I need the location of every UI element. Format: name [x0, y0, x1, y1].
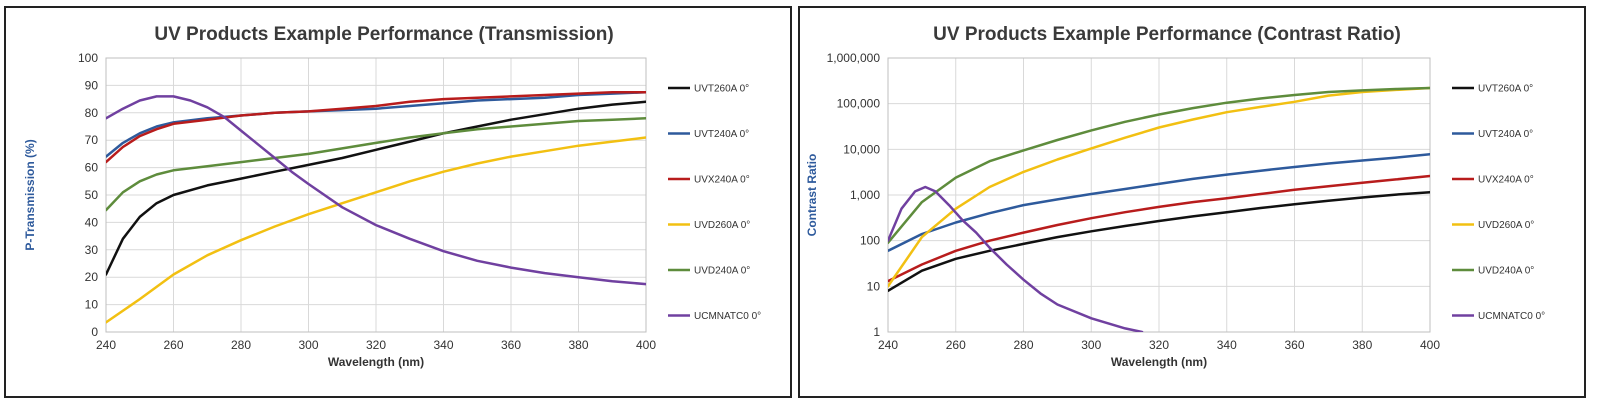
- x-tick-label: 380: [568, 338, 588, 352]
- transmission-chart: UV Products Example Performance (Transmi…: [23, 24, 761, 369]
- y-tick-label: 80: [85, 106, 99, 120]
- y-axis-title: Contrast Ratio: [805, 154, 819, 237]
- x-tick-label: 240: [878, 338, 898, 352]
- x-tick-label: 340: [1217, 338, 1237, 352]
- legend-entry: UVT260A 0°: [1478, 84, 1533, 95]
- legend-entry: UVD240A 0°: [694, 266, 750, 277]
- plot-area: [887, 57, 1431, 333]
- y-tick-label: 30: [85, 243, 99, 257]
- legend-entry: UVD260A 0°: [694, 220, 750, 231]
- x-tick-label: 320: [1149, 338, 1169, 352]
- y-tick-label: 10,000: [843, 142, 880, 156]
- legend-entry: UVT260A 0°: [694, 84, 749, 95]
- y-tick-label: 40: [85, 215, 99, 229]
- x-tick-label: 260: [163, 338, 183, 352]
- series-line-2: [106, 91, 646, 158]
- legend-entry: UCMNATC0 0°: [1478, 311, 1545, 322]
- series-line-6: [888, 185, 1144, 332]
- x-tick-label: 320: [366, 338, 386, 352]
- legend-entry: UCMNATC0 0°: [694, 311, 761, 322]
- y-tick-label: 70: [85, 133, 99, 147]
- contrast-ratio-chart: UV Products Example Performance (Contras…: [805, 24, 1545, 369]
- series-line-3: [106, 91, 646, 164]
- series-line-1: [106, 100, 646, 276]
- plot-area: [105, 57, 647, 333]
- y-tick-label: 60: [85, 161, 99, 175]
- legend-entry: UVD260A 0°: [1478, 220, 1534, 231]
- y-tick-label: 0: [91, 325, 98, 339]
- legend-entry: UVX240A 0°: [1478, 175, 1534, 186]
- y-tick-label: 100,000: [837, 97, 881, 111]
- y-tick-label: 10: [85, 298, 99, 312]
- series-line-5: [888, 86, 1430, 245]
- x-tick-label: 280: [1013, 338, 1033, 352]
- x-axis-title: Wavelength (nm): [1111, 355, 1207, 369]
- legend-entry: UVT240A 0°: [1478, 129, 1533, 140]
- contrast-ratio-chart-panel: UV Products Example Performance (Contras…: [798, 6, 1586, 398]
- x-tick-label: 280: [231, 338, 251, 352]
- series-line-1: [888, 190, 1430, 293]
- y-tick-label: 1,000: [850, 188, 880, 202]
- legend-entry: UVD240A 0°: [1478, 266, 1534, 277]
- transmission-chart-panel: UV Products Example Performance (Transmi…: [4, 6, 792, 398]
- series-line-6: [106, 95, 646, 286]
- series-line-4: [888, 86, 1430, 288]
- chart-title: UV Products Example Performance (Transmi…: [154, 24, 613, 45]
- series-line-3: [888, 174, 1430, 283]
- x-tick-label: 260: [946, 338, 966, 352]
- x-tick-label: 300: [1081, 338, 1101, 352]
- series-line-5: [106, 117, 646, 212]
- legend-entry: UVX240A 0°: [694, 175, 750, 186]
- y-tick-label: 1,000,000: [827, 51, 881, 65]
- x-tick-label: 360: [501, 338, 521, 352]
- x-tick-label: 300: [298, 338, 318, 352]
- y-tick-label: 100: [860, 234, 880, 248]
- x-tick-label: 360: [1284, 338, 1304, 352]
- x-tick-label: 240: [96, 338, 116, 352]
- y-tick-label: 100: [78, 51, 98, 65]
- y-tick-label: 20: [85, 270, 99, 284]
- y-axis-title: P-Transmission (%): [23, 139, 37, 250]
- y-tick-label: 10: [867, 279, 881, 293]
- x-tick-label: 400: [1420, 338, 1440, 352]
- y-tick-label: 1: [873, 325, 880, 339]
- x-axis-title: Wavelength (nm): [328, 355, 424, 369]
- series-line-4: [106, 136, 646, 324]
- x-tick-label: 340: [433, 338, 453, 352]
- legend-entry: UVT240A 0°: [694, 129, 749, 140]
- chart-title: UV Products Example Performance (Contras…: [933, 24, 1401, 45]
- x-tick-label: 400: [636, 338, 656, 352]
- x-tick-label: 380: [1352, 338, 1372, 352]
- y-tick-label: 90: [85, 78, 99, 92]
- series-line-2: [888, 153, 1430, 253]
- y-tick-label: 50: [85, 188, 99, 202]
